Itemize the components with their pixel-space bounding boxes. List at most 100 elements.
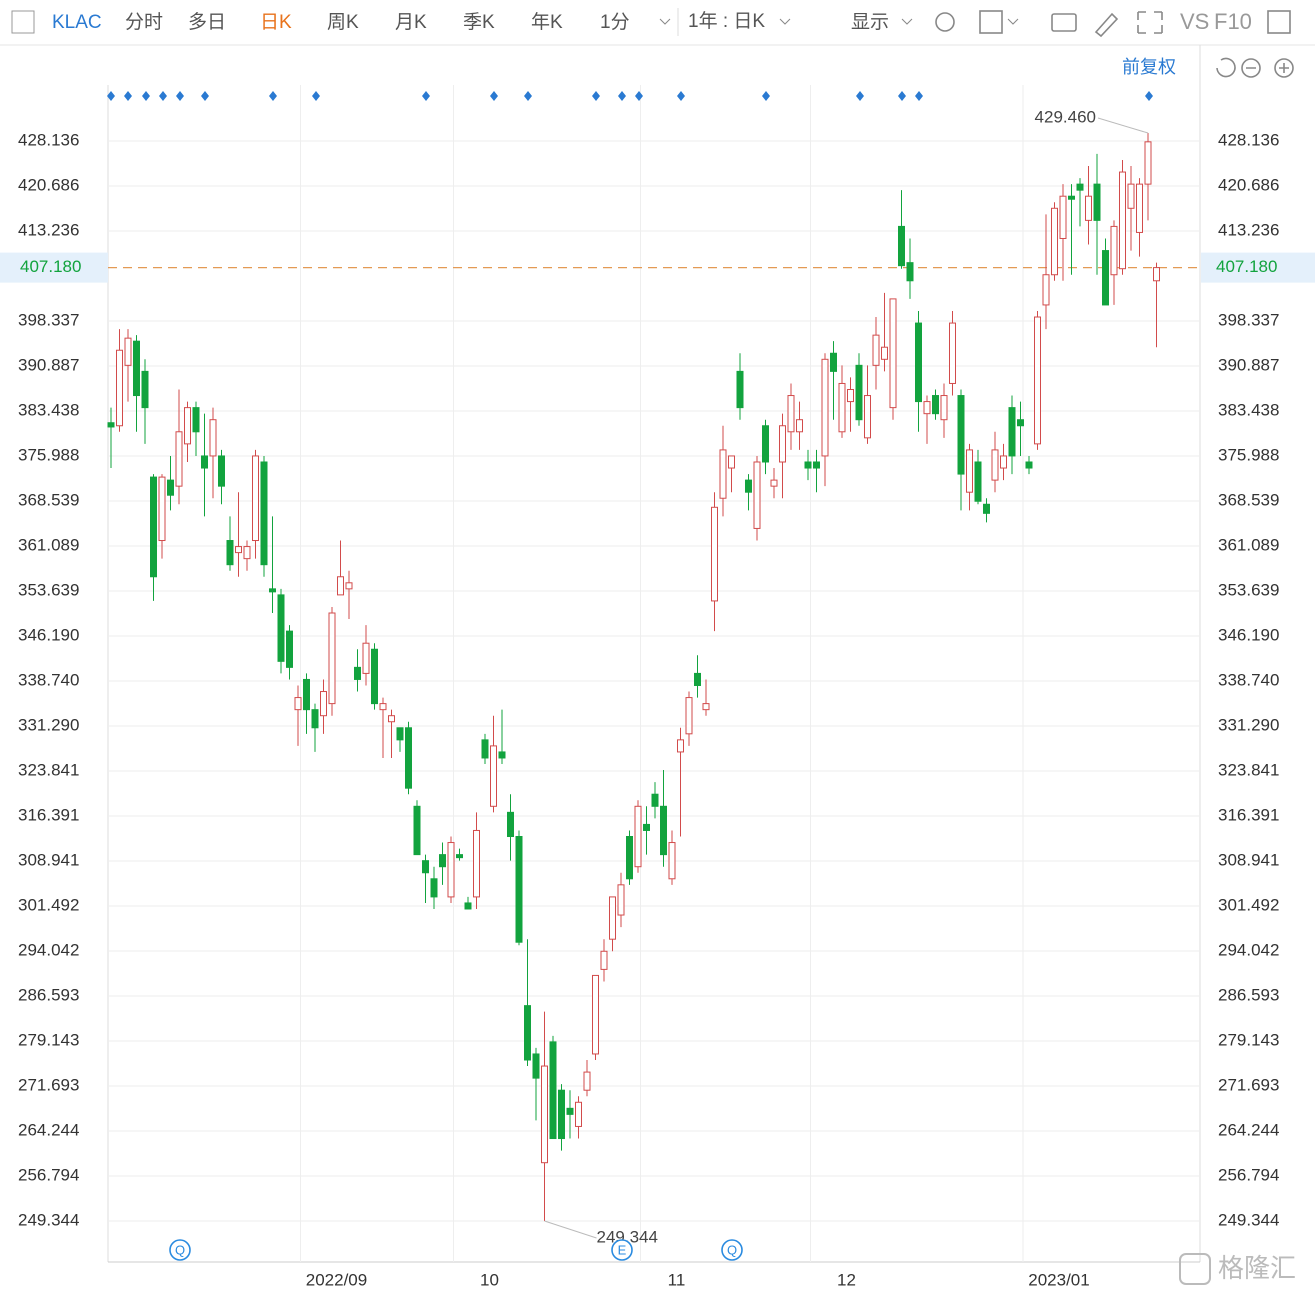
candle-body <box>490 745 497 807</box>
candle-body <box>1119 171 1126 270</box>
range-select[interactable]: 1年 : 日K <box>688 10 765 32</box>
y-tick-label: 398.337 <box>18 311 79 330</box>
y-tick-label-right: 390.887 <box>1218 356 1279 375</box>
candle-body <box>498 751 506 759</box>
display-menu[interactable]: 显示 <box>851 12 889 33</box>
candle-body <box>354 666 361 680</box>
candle-body <box>456 854 463 859</box>
event-diamond <box>422 91 430 101</box>
candle-body <box>209 419 217 457</box>
event-diamond <box>176 91 184 101</box>
y-tick-label: 346.190 <box>18 626 79 645</box>
fullscreen-icon[interactable] <box>1137 11 1163 34</box>
x-tick-label: 11 <box>668 1270 686 1289</box>
f10-button[interactable]: F10 <box>1214 9 1252 34</box>
y-tick-label: 368.539 <box>18 491 79 510</box>
candle-body <box>379 703 387 711</box>
event-diamond <box>524 91 532 101</box>
candle-body <box>1093 183 1101 221</box>
period-tab[interactable]: 1分 <box>600 11 630 33</box>
event-diamond <box>618 91 626 101</box>
candle-body <box>651 793 659 807</box>
candle-body <box>983 503 990 514</box>
candle-body <box>923 401 931 415</box>
panel-icon[interactable] <box>1267 10 1291 34</box>
candle-body <box>447 842 455 898</box>
undo-icon[interactable] <box>1216 57 1236 78</box>
candle-body <box>889 298 897 409</box>
candle-body <box>1068 195 1075 200</box>
period-tab[interactable]: 月K <box>395 12 427 33</box>
y-tick-label: 353.639 <box>18 581 79 600</box>
candle-body <box>932 395 939 415</box>
y-tick-label-right: 353.639 <box>1218 581 1279 600</box>
candle-body <box>966 449 973 493</box>
candle-body <box>643 823 650 831</box>
y-tick-label-right: 286.593 <box>1218 986 1279 1005</box>
event-icon[interactable] <box>721 1239 743 1261</box>
box-icon[interactable] <box>979 10 1003 34</box>
y-tick-label: 249.344 <box>18 1211 79 1230</box>
y-tick-label-right: 316.391 <box>1218 806 1279 825</box>
y-tick-label-right: 256.794 <box>1218 1166 1279 1185</box>
period-tab[interactable]: 日K <box>260 12 292 33</box>
event-diamond <box>762 91 770 101</box>
candle-body <box>260 461 268 566</box>
y-tick-label-right: 375.988 <box>1218 446 1279 465</box>
event-diamond <box>677 91 685 101</box>
event-diamond <box>107 91 115 101</box>
candle-body <box>1153 267 1160 282</box>
period-tab[interactable]: 年K <box>531 11 563 33</box>
zoom-in-icon[interactable] <box>1274 58 1294 78</box>
candle-body <box>1059 195 1067 239</box>
event-icon[interactable] <box>169 1239 191 1261</box>
y-tick-label: 256.794 <box>18 1166 79 1185</box>
adjust-toggle[interactable]: 前复权 <box>1122 57 1176 77</box>
candle-body <box>779 425 786 463</box>
y-tick-label-right: 249.344 <box>1218 1211 1279 1230</box>
candle-body <box>1051 207 1058 276</box>
settings-icon[interactable] <box>935 12 955 32</box>
candle-body <box>770 479 778 487</box>
watermark-logo <box>1179 1253 1211 1285</box>
candle-body <box>464 902 472 910</box>
event-icon[interactable] <box>611 1239 633 1261</box>
y-tick-label: 413.236 <box>18 221 79 240</box>
period-tab[interactable]: 多日 <box>188 11 226 33</box>
candle-body <box>974 461 982 502</box>
candle-body <box>872 334 880 366</box>
candle-body <box>830 352 837 372</box>
candle-body <box>388 715 395 723</box>
candle-body <box>192 407 200 433</box>
candle-body <box>1034 316 1041 445</box>
period-tab[interactable]: 季K <box>463 11 495 33</box>
camera-icon[interactable] <box>1051 13 1077 32</box>
y-tick-label: 338.740 <box>18 671 79 690</box>
sidebar-toggle[interactable] <box>11 10 35 34</box>
pen-icon[interactable] <box>1094 12 1119 38</box>
candle-body <box>745 479 752 493</box>
candle-body <box>294 697 302 711</box>
candle-body <box>422 860 429 874</box>
symbol: KLAC <box>52 12 102 33</box>
y-tick-label-right: 264.244 <box>1218 1121 1279 1140</box>
y-tick-label: 361.089 <box>18 536 79 555</box>
candle-body <box>736 370 744 409</box>
candle-body <box>1042 274 1050 306</box>
period-tab[interactable]: 周K <box>327 12 359 33</box>
compare-button[interactable]: VS <box>1180 9 1209 34</box>
zoom-out-icon[interactable] <box>1241 58 1261 78</box>
candle-body <box>1136 183 1143 233</box>
candle-body <box>507 811 514 838</box>
candle-body <box>583 1071 591 1091</box>
y-tick-label-right: 331.290 <box>1218 716 1279 735</box>
event-diamond <box>898 91 906 101</box>
candle-body <box>813 461 820 469</box>
candle-body <box>532 1053 540 1079</box>
period-tab[interactable]: 分时 <box>125 11 163 33</box>
candle-body <box>600 950 608 970</box>
x-tick-label: 10 <box>480 1270 499 1289</box>
candle-body <box>1144 141 1152 185</box>
candle-body <box>150 476 157 578</box>
